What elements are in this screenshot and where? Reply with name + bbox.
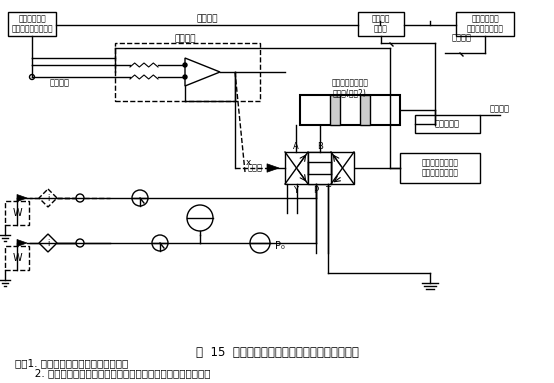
Text: 注：1. 本试验回路图中未表示截止阀。: 注：1. 本试验回路图中未表示截止阀。	[15, 358, 128, 368]
Bar	[358, 12, 404, 36]
Polygon shape	[17, 239, 27, 247]
Bar	[308, 152, 331, 184]
Bar	[400, 153, 480, 183]
Text: 阀心位置传感器和
信号处理阀放大器: 阀心位置传感器和 信号处理阀放大器	[422, 158, 459, 178]
Bar	[285, 152, 308, 184]
Text: i: i	[47, 239, 49, 247]
Text: x: x	[245, 157, 251, 167]
Bar	[5, 246, 29, 270]
Text: i: i	[47, 193, 49, 203]
Text: P₀: P₀	[275, 241, 285, 251]
Text: W: W	[12, 253, 22, 263]
Bar	[330, 95, 340, 125]
Text: 频率响应
分析仪: 频率响应 分析仪	[372, 14, 390, 34]
Text: 低摩擦低惯性节流
差动缸(见注2): 低摩擦低惯性节流 差动缸(见注2)	[331, 78, 368, 98]
Bar	[8, 12, 56, 36]
Polygon shape	[267, 164, 279, 172]
Text: W: W	[12, 208, 22, 218]
Text: Y: Y	[294, 185, 299, 195]
Bar	[5, 201, 29, 225]
Polygon shape	[17, 195, 27, 201]
Bar	[308, 152, 331, 184]
Text: 记录示波器或
其他动态记录装置: 记录示波器或 其他动态记录装置	[466, 14, 504, 34]
Text: A: A	[293, 141, 299, 151]
Text: 2. 有必要增加低增益位置反馈回路来校正节流液压缸的漂移。: 2. 有必要增加低增益位置反馈回路来校正节流液压缸的漂移。	[25, 368, 211, 378]
Bar	[115, 43, 260, 101]
Text: 交流信号: 交流信号	[196, 15, 218, 23]
Bar	[331, 152, 354, 184]
Text: 输出信号: 输出信号	[452, 33, 472, 43]
Bar	[456, 12, 514, 36]
Text: 速度传感器: 速度传感器	[435, 119, 460, 129]
Text: B: B	[317, 141, 323, 151]
Text: 可调整振幅和
频率交流信号发生器: 可调整振幅和 频率交流信号发生器	[11, 14, 53, 34]
Text: T: T	[326, 185, 331, 195]
Text: P: P	[314, 185, 319, 195]
Bar	[360, 95, 370, 125]
Text: 阀放大器: 阀放大器	[175, 34, 196, 44]
Circle shape	[183, 63, 187, 67]
Bar	[415, 115, 480, 133]
Bar	[300, 95, 400, 125]
Circle shape	[183, 75, 187, 79]
Text: 交流偏压: 交流偏压	[50, 79, 70, 87]
Text: 输出信号: 输出信号	[490, 105, 510, 113]
Text: 被试阀: 被试阀	[248, 164, 263, 172]
Text: 图  15  四通电液比例方向阀典型的动态试验回路: 图 15 四通电液比例方向阀典型的动态试验回路	[196, 347, 358, 360]
